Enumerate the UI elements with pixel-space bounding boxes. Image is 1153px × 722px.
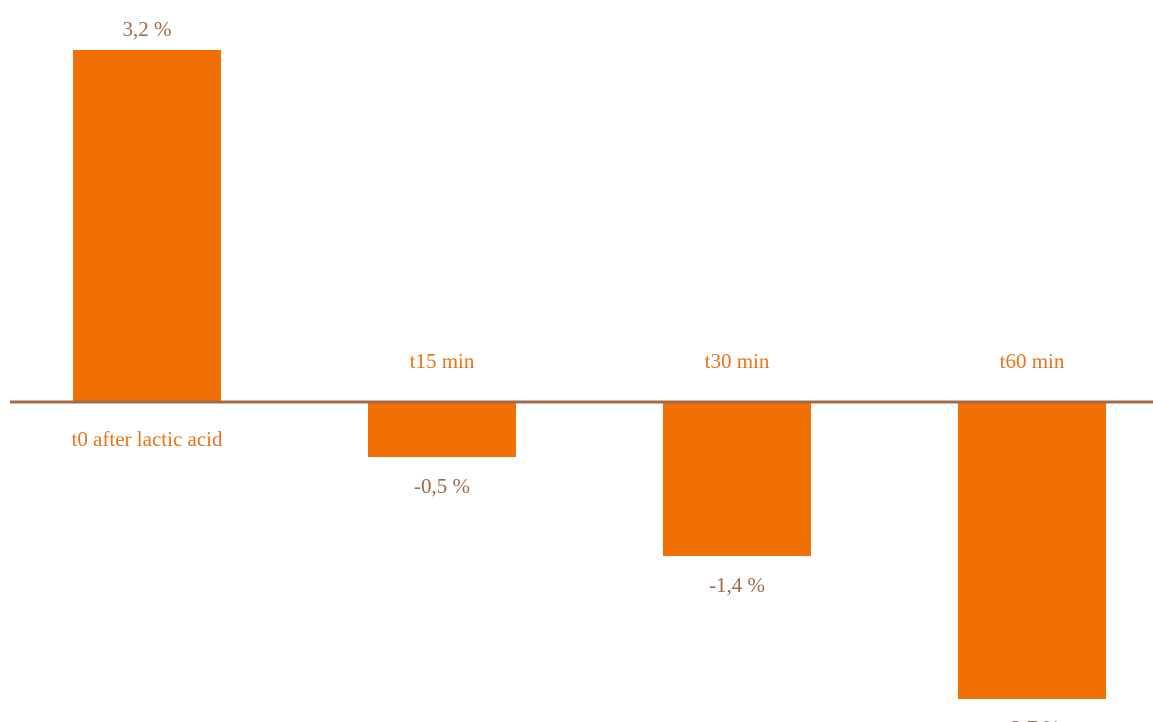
category-label-t60-min: t60 min <box>1000 349 1065 373</box>
value-label-t30-min: -1,4 % <box>709 573 765 597</box>
value-label-t60-min: -2,7 % <box>1004 716 1060 722</box>
category-label-t0-after-lactic-acid: t0 after lactic acid <box>72 427 223 451</box>
category-label-t30-min: t30 min <box>705 349 770 373</box>
bar-t15-min <box>368 402 516 457</box>
bar-t60-min <box>958 402 1106 699</box>
category-label-t15-min: t15 min <box>410 349 475 373</box>
bar-t30-min <box>663 402 811 556</box>
value-label-t0-after-lactic-acid: 3,2 % <box>123 17 172 41</box>
bars-layer <box>73 50 1106 699</box>
bar-t0-after-lactic-acid <box>73 50 221 402</box>
labels-layer: 3,2 % t0 after lactic acid -0,5 % t15 min -1… <box>72 17 1065 722</box>
value-label-t15-min: -0,5 % <box>414 474 470 498</box>
